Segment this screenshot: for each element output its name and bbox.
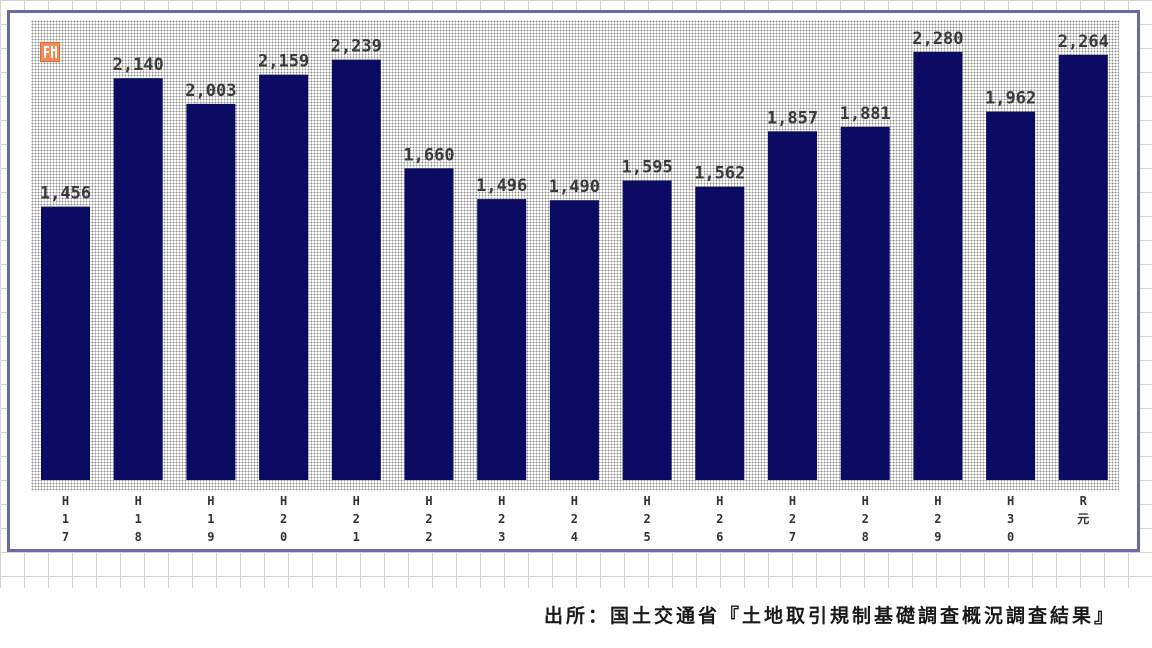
bar-H29 xyxy=(913,51,963,481)
x-tick-label-H20: H xyxy=(280,494,287,508)
value-label-H28: 1,881 xyxy=(840,104,891,124)
x-tick-label-H27: H xyxy=(789,494,796,508)
bar-H25 xyxy=(622,180,672,480)
x-tick-label-H28: 2 xyxy=(862,512,869,526)
value-label-H30: 1,962 xyxy=(985,89,1036,109)
x-tick-label-H24: 2 xyxy=(571,512,578,526)
x-tick-label-H21: 1 xyxy=(353,530,360,544)
value-label-H17: 1,456 xyxy=(40,184,91,204)
x-tick-label-H18: 1 xyxy=(135,512,142,526)
x-tick-label-H17: 1 xyxy=(62,512,69,526)
value-label-H22: 1,660 xyxy=(403,145,454,165)
bar-H18 xyxy=(113,78,163,480)
bar-H28 xyxy=(840,126,890,481)
value-label-H18: 2,140 xyxy=(113,55,164,75)
x-tick-label-H19: 1 xyxy=(207,512,214,526)
x-tick-label-H24: H xyxy=(571,494,578,508)
x-tick-label-H29: H xyxy=(934,494,941,508)
x-tick-label-H19: 9 xyxy=(207,530,214,544)
x-tick-label-H25: H xyxy=(643,494,650,508)
x-tick-label-H26: 6 xyxy=(716,530,723,544)
x-tick-label-R元: R xyxy=(1080,494,1088,508)
x-tick-label-H18: 8 xyxy=(135,530,142,544)
x-tick-label-H24: 4 xyxy=(571,530,578,544)
bar-chart: 1,456 H 1 7 2,140 H 1 8 2,003 H 1 9 2,159 H 2 0 2,239 H 2 1… xyxy=(40,29,1109,544)
x-tick-label-H29: 9 xyxy=(934,530,941,544)
x-tick-label-H29: 2 xyxy=(934,512,941,526)
x-tick-label-H27: 2 xyxy=(789,512,796,526)
bar-H30 xyxy=(986,111,1036,480)
bar-H27 xyxy=(768,131,817,481)
bar-H21 xyxy=(331,59,381,480)
x-tick-label-H22: 2 xyxy=(425,530,432,544)
x-tick-label-H28: H xyxy=(862,494,869,508)
x-tick-label-H22: 2 xyxy=(425,512,432,526)
value-label-H23: 1,496 xyxy=(476,176,527,196)
x-tick-label-H17: H xyxy=(62,494,69,508)
x-tick-label-H25: 2 xyxy=(643,512,650,526)
value-label-H27: 1,857 xyxy=(767,108,818,128)
chart-badge-icon xyxy=(40,42,60,62)
value-label-H20: 2,159 xyxy=(258,52,309,72)
value-label-H24: 1,490 xyxy=(549,177,600,197)
x-tick-label-H27: 7 xyxy=(789,530,796,544)
x-tick-label-H18: H xyxy=(135,494,142,508)
chart-frame[interactable]: 1,456 H 1 7 2,140 H 1 8 2,003 H 1 9 2,159 H 2 0 2,239 H 2 1… xyxy=(7,10,1140,552)
x-tick-label-H23: 3 xyxy=(498,530,505,544)
x-tick-label-H26: H xyxy=(716,494,723,508)
bar-H23 xyxy=(477,199,527,480)
x-tick-label-H20: 2 xyxy=(280,512,287,526)
x-tick-label-H23: H xyxy=(498,494,505,508)
x-tick-label-H23: 2 xyxy=(498,512,505,526)
bar-H17 xyxy=(41,206,90,480)
source-note: 出所：国土交通省『土地取引規制基礎調査概況調査結果』 xyxy=(543,605,1116,627)
bar-H20 xyxy=(259,74,309,480)
x-tick-label-H30: 0 xyxy=(1007,530,1014,544)
value-label-H19: 2,003 xyxy=(185,81,236,101)
bar-R元 xyxy=(1058,54,1108,481)
value-label-H21: 2,239 xyxy=(331,37,382,57)
x-tick-label-H19: H xyxy=(207,494,214,508)
bar-H19 xyxy=(186,103,236,481)
value-label-H26: 1,562 xyxy=(694,164,745,184)
value-label-R元: 2,264 xyxy=(1058,32,1109,52)
x-tick-label-H30: 3 xyxy=(1007,512,1014,526)
x-tick-label-H22: H xyxy=(425,494,432,508)
bar-H22 xyxy=(404,168,454,481)
x-tick-label-H17: 7 xyxy=(62,530,69,544)
bar-H26 xyxy=(695,186,745,480)
value-label-H25: 1,595 xyxy=(622,158,673,178)
x-tick-label-H25: 5 xyxy=(643,530,650,544)
x-tick-label-H28: 8 xyxy=(862,530,869,544)
value-label-H29: 2,280 xyxy=(912,29,963,49)
bar-H24 xyxy=(549,200,599,480)
x-tick-label-R元: 元 xyxy=(1077,512,1089,526)
x-tick-label-H26: 2 xyxy=(716,512,723,526)
x-tick-label-H21: H xyxy=(353,494,360,508)
x-tick-label-H21: 2 xyxy=(353,512,360,526)
x-tick-label-H30: H xyxy=(1007,494,1014,508)
x-tick-label-H20: 0 xyxy=(280,530,287,544)
